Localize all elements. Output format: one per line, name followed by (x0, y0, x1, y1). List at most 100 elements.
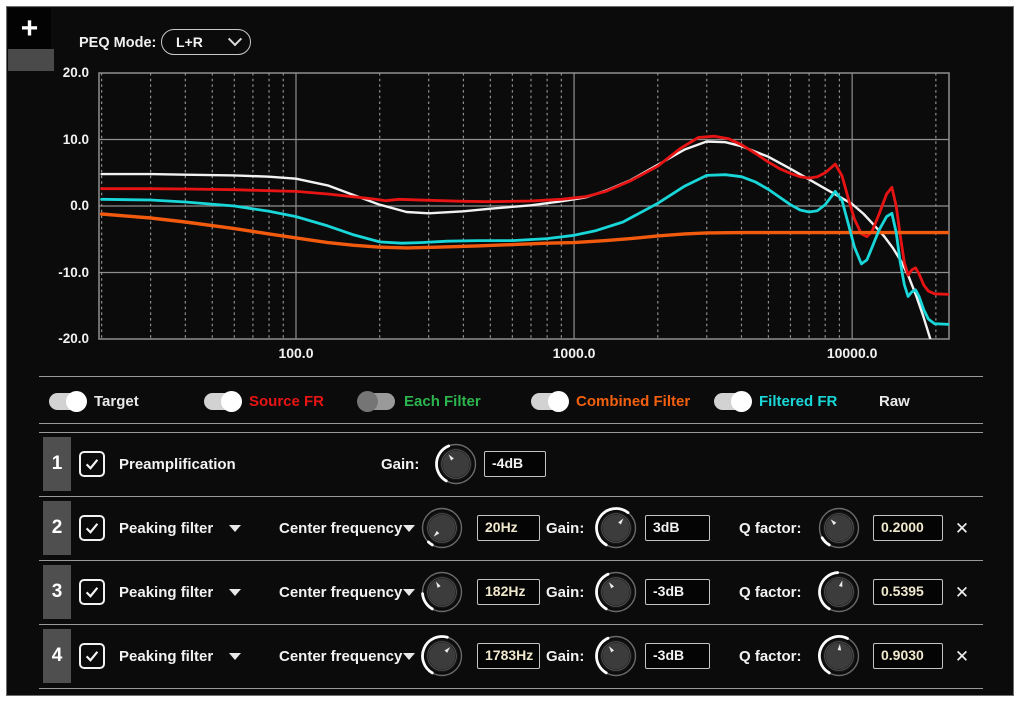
gain-label: Gain: (546, 584, 585, 601)
divider (39, 376, 983, 377)
frequency-input[interactable]: 20Hz (477, 515, 540, 541)
remove-filter-button[interactable]: ✕ (954, 646, 970, 666)
q-factor-input[interactable]: 0.9030 (873, 643, 943, 669)
gain-input[interactable]: 3dB (645, 515, 710, 541)
checkmark-icon (85, 587, 99, 598)
y-tick-label: -10.0 (58, 264, 89, 280)
gain-input[interactable]: -4dB (484, 451, 546, 477)
dropdown-arrow-icon[interactable] (403, 653, 415, 660)
legend-item-filtered-fr: Filtered FR (714, 388, 837, 414)
add-tab-button[interactable]: + (8, 8, 51, 49)
gain-label: Gain: (546, 520, 585, 537)
q-factor-knob[interactable] (816, 569, 862, 615)
toggle-label-target: Target (94, 392, 139, 410)
filter-param-dropdown[interactable]: Center frequency (279, 648, 403, 665)
legend-item-source-fr: Source FR (204, 388, 324, 414)
frequency-input[interactable]: 182Hz (477, 579, 540, 605)
gain-input[interactable]: -3dB (645, 643, 710, 669)
filter-type-dropdown[interactable]: Peaking filter (119, 584, 214, 601)
divider (39, 423, 983, 424)
gain-input[interactable]: -3dB (645, 579, 710, 605)
remove-filter-button[interactable]: ✕ (954, 582, 970, 602)
filter-name-label: Preamplification (119, 456, 236, 473)
toggle-filtered-fr[interactable] (714, 390, 752, 412)
dropdown-arrow-icon[interactable] (229, 589, 241, 596)
toggle-knob (66, 390, 87, 412)
gain-knob[interactable] (593, 505, 639, 551)
q-factor-knob[interactable] (816, 633, 862, 679)
x-tick-label: 10000.0 (826, 345, 878, 361)
filter-enabled-checkbox[interactable] (79, 643, 105, 669)
filter-row: 4 Peaking filter Center frequency 1783Hz… (39, 624, 983, 688)
remove-filter-button[interactable]: ✕ (954, 518, 970, 538)
toggle-label-combined-filter: Combined Filter (576, 392, 691, 410)
y-tick-label: -20.0 (58, 331, 89, 346)
toggle-target[interactable] (49, 390, 87, 412)
y-tick-label: 20.0 (62, 65, 89, 80)
q-factor-label: Q factor: (739, 648, 802, 665)
filter-param-dropdown[interactable]: Center frequency (279, 584, 403, 601)
toggle-label-raw: Raw (879, 392, 910, 410)
filter-index-badge: 3 (43, 565, 71, 619)
filter-enabled-checkbox[interactable] (79, 579, 105, 605)
toggle-label-filtered-fr: Filtered FR (759, 392, 838, 410)
legend-item-raw: Raw (879, 388, 910, 414)
curve-filtered-fr (100, 173, 949, 326)
toggle-each-filter[interactable] (357, 390, 395, 412)
dropdown-arrow-icon[interactable] (229, 525, 241, 532)
tab-underline (8, 49, 54, 71)
toggle-label-source-fr: Source FR (249, 392, 325, 410)
y-tick-label: 0.0 (70, 198, 89, 213)
filter-row: 2 Peaking filter Center frequency 20Hz G… (39, 496, 983, 560)
q-factor-label: Q factor: (739, 584, 802, 601)
filter-list: 1 Preamplification Gain: -4dB 2 Peaking … (39, 432, 983, 689)
frequency-knob[interactable] (419, 569, 465, 615)
frequency-knob[interactable] (419, 633, 465, 679)
filter-type-dropdown[interactable]: Peaking filter (119, 648, 214, 665)
legend-item-target: Target (49, 388, 139, 414)
filter-index-badge: 1 (43, 437, 71, 491)
filter-row: 3 Peaking filter Center frequency 182Hz … (39, 560, 983, 624)
x-tick-label: 1000.0 (552, 345, 596, 361)
frequency-knob[interactable] (419, 505, 465, 551)
toggle-label-each-filter: Each Filter (404, 392, 481, 410)
gain-knob[interactable] (433, 441, 479, 487)
filter-index-badge: 4 (43, 629, 71, 683)
gain-knob[interactable] (593, 633, 639, 679)
toggle-combined-filter[interactable] (531, 390, 569, 412)
gain-label: Gain: (546, 648, 585, 665)
gain-label: Gain: (381, 456, 420, 473)
filter-enabled-checkbox[interactable] (79, 515, 105, 541)
checkmark-icon (85, 651, 99, 662)
q-factor-knob[interactable] (816, 505, 862, 551)
filter-row-preamp: 1 Preamplification Gain: -4dB (39, 432, 983, 496)
checkmark-icon (85, 523, 99, 534)
toggle-knob (357, 390, 378, 412)
gain-knob[interactable] (593, 569, 639, 615)
dropdown-arrow-icon[interactable] (403, 589, 415, 596)
peq-mode-label: PEQ Mode: (79, 35, 157, 51)
dropdown-arrow-icon[interactable] (229, 653, 241, 660)
filter-index-badge: 2 (43, 501, 71, 555)
curve-source-fr (100, 134, 949, 296)
legend-item-combined-filter: Combined Filter (531, 388, 690, 414)
toggle-knob (221, 390, 242, 412)
peq-app-window: + PEQ Mode: L+R 20.0 10.0 0.0 -10.0 -20.0 10… (6, 6, 1014, 696)
peq-mode-value: L+R (176, 34, 203, 50)
y-tick-label: 10.0 (62, 131, 89, 147)
dropdown-arrow-icon[interactable] (403, 525, 415, 532)
x-tick-label: 100.0 (278, 345, 314, 361)
peq-mode-select[interactable]: L+R (161, 29, 251, 55)
filter-type-dropdown[interactable]: Peaking filter (119, 520, 214, 537)
chevron-down-icon (227, 32, 243, 47)
q-factor-input[interactable]: 0.2000 (873, 515, 943, 541)
toggle-source-fr[interactable] (204, 390, 242, 412)
q-factor-input[interactable]: 0.5395 (873, 579, 943, 605)
curve-combined-filter (99, 212, 949, 250)
frequency-input[interactable]: 1783Hz (477, 643, 540, 669)
q-factor-label: Q factor: (739, 520, 802, 537)
filter-param-dropdown[interactable]: Center frequency (279, 520, 403, 537)
filter-enabled-checkbox[interactable] (79, 451, 105, 477)
legend-item-each-filter: Each Filter (357, 388, 481, 414)
